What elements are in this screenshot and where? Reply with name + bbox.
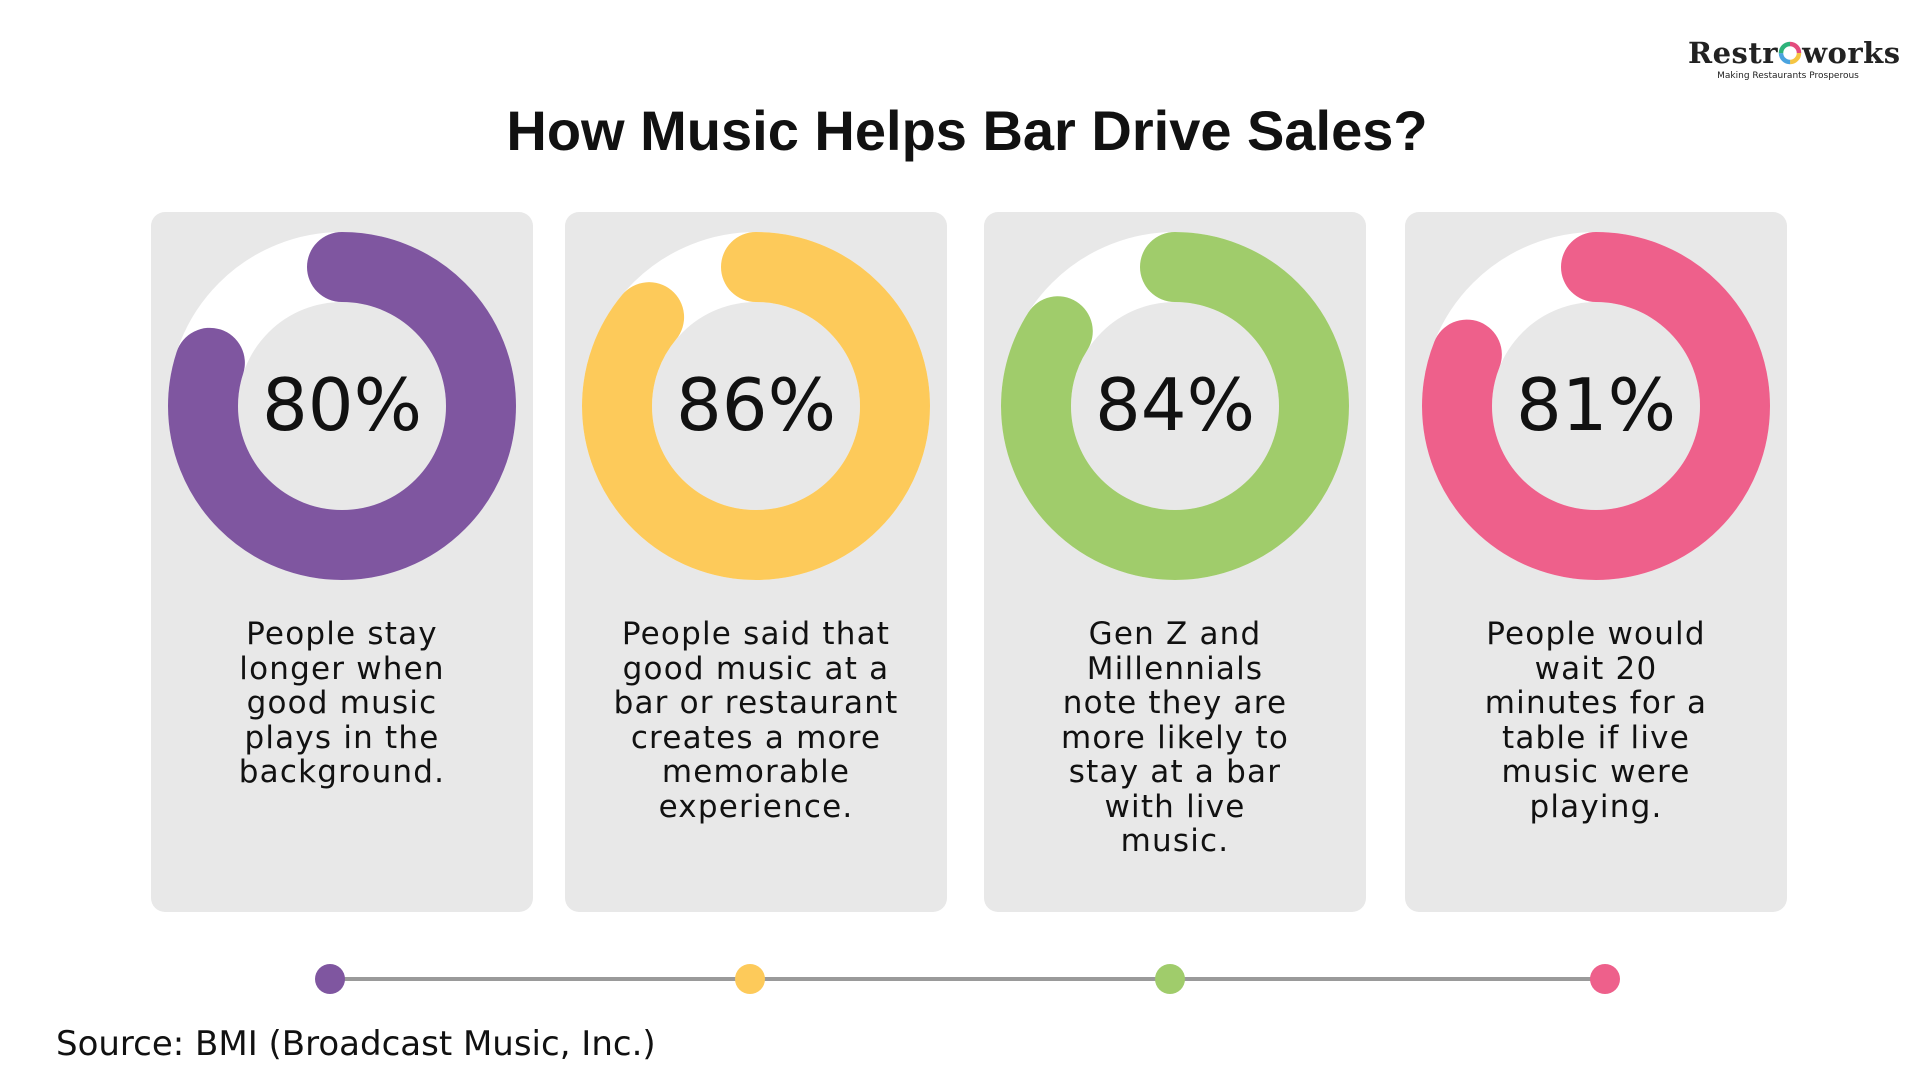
- donut-arc: [1001, 232, 1349, 580]
- percentage-label: 81%: [1515, 363, 1677, 447]
- stat-description: People would wait 20 minutes for a table if…: [1405, 617, 1787, 824]
- logo-name-part1: Restr: [1688, 36, 1779, 70]
- description-line: People stay: [246, 616, 438, 652]
- percentage-label: 86%: [675, 363, 837, 447]
- description-line: music were: [1501, 754, 1691, 790]
- description-line: People said that: [621, 616, 891, 652]
- donut-arc: [582, 232, 930, 580]
- donut-chart: [1422, 232, 1770, 580]
- donut-chart: [582, 232, 930, 580]
- percentage-label: 84%: [1094, 363, 1256, 447]
- donut-chart: [168, 232, 516, 580]
- description-line: memorable: [661, 754, 851, 790]
- description-line: good music: [246, 685, 438, 721]
- description-line: Gen Z and: [1088, 616, 1262, 652]
- stat-card: 80% People stay longer when good music plays…: [151, 212, 533, 912]
- description-line: background.: [238, 754, 446, 790]
- description-line: creates a more: [630, 719, 882, 756]
- description-line: plays in the: [244, 719, 440, 756]
- timeline-dot: [315, 964, 345, 994]
- description-line: more likely to: [1060, 719, 1290, 756]
- description-line: experience.: [658, 788, 854, 825]
- description-line: good music at a: [622, 650, 890, 687]
- description-line: note they are: [1062, 685, 1288, 721]
- stat-card: 86% People said that good music at a bar or…: [565, 212, 947, 912]
- timeline-dot: [1590, 964, 1620, 994]
- stat-card: 84% Gen Z and Millennials note they are more…: [984, 212, 1366, 912]
- logo-tagline: Making Restaurants Prosperous: [1717, 71, 1859, 81]
- stat-description: People said that good music at a bar or re…: [565, 617, 947, 824]
- description-line: People would: [1486, 616, 1706, 652]
- description-line: wait 20: [1534, 650, 1658, 687]
- description-line: music.: [1120, 823, 1230, 859]
- description-line: minutes for a: [1484, 685, 1708, 721]
- timeline-dot: [1155, 964, 1185, 994]
- stat-description: People stay longer when good music plays in…: [151, 617, 533, 790]
- brand-logo: Restr works Making Restaurants Prosperou…: [1688, 36, 1900, 81]
- percentage-label: 80%: [261, 363, 423, 447]
- description-line: playing.: [1529, 788, 1663, 825]
- logo-ring-icon: [1778, 41, 1802, 65]
- description-line: with live: [1104, 788, 1246, 825]
- description-line: longer when: [239, 650, 445, 687]
- timeline-dot: [735, 964, 765, 994]
- stat-description: Gen Z and Millennials note they are more li…: [984, 617, 1366, 859]
- description-line: bar or restaurant: [613, 685, 899, 721]
- donut-arc: [168, 232, 516, 580]
- description-line: table if live: [1502, 719, 1690, 756]
- logo-name-part2: works: [1802, 36, 1901, 70]
- logo-wordmark: Restr works: [1688, 36, 1900, 70]
- page-title: How Music Helps Bar Drive Sales?: [506, 99, 1428, 162]
- donut-chart: [1001, 232, 1349, 580]
- source-note: Source: BMI (Broadcast Music, Inc.): [56, 1024, 656, 1064]
- donut-arc: [1422, 232, 1770, 580]
- description-line: stay at a bar: [1068, 754, 1282, 790]
- stat-card: 81% People would wait 20 minutes for a table…: [1405, 212, 1787, 912]
- description-line: Millennials: [1086, 650, 1264, 687]
